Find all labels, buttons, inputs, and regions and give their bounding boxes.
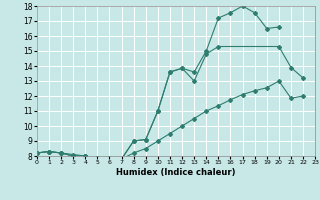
X-axis label: Humidex (Indice chaleur): Humidex (Indice chaleur): [116, 168, 236, 177]
